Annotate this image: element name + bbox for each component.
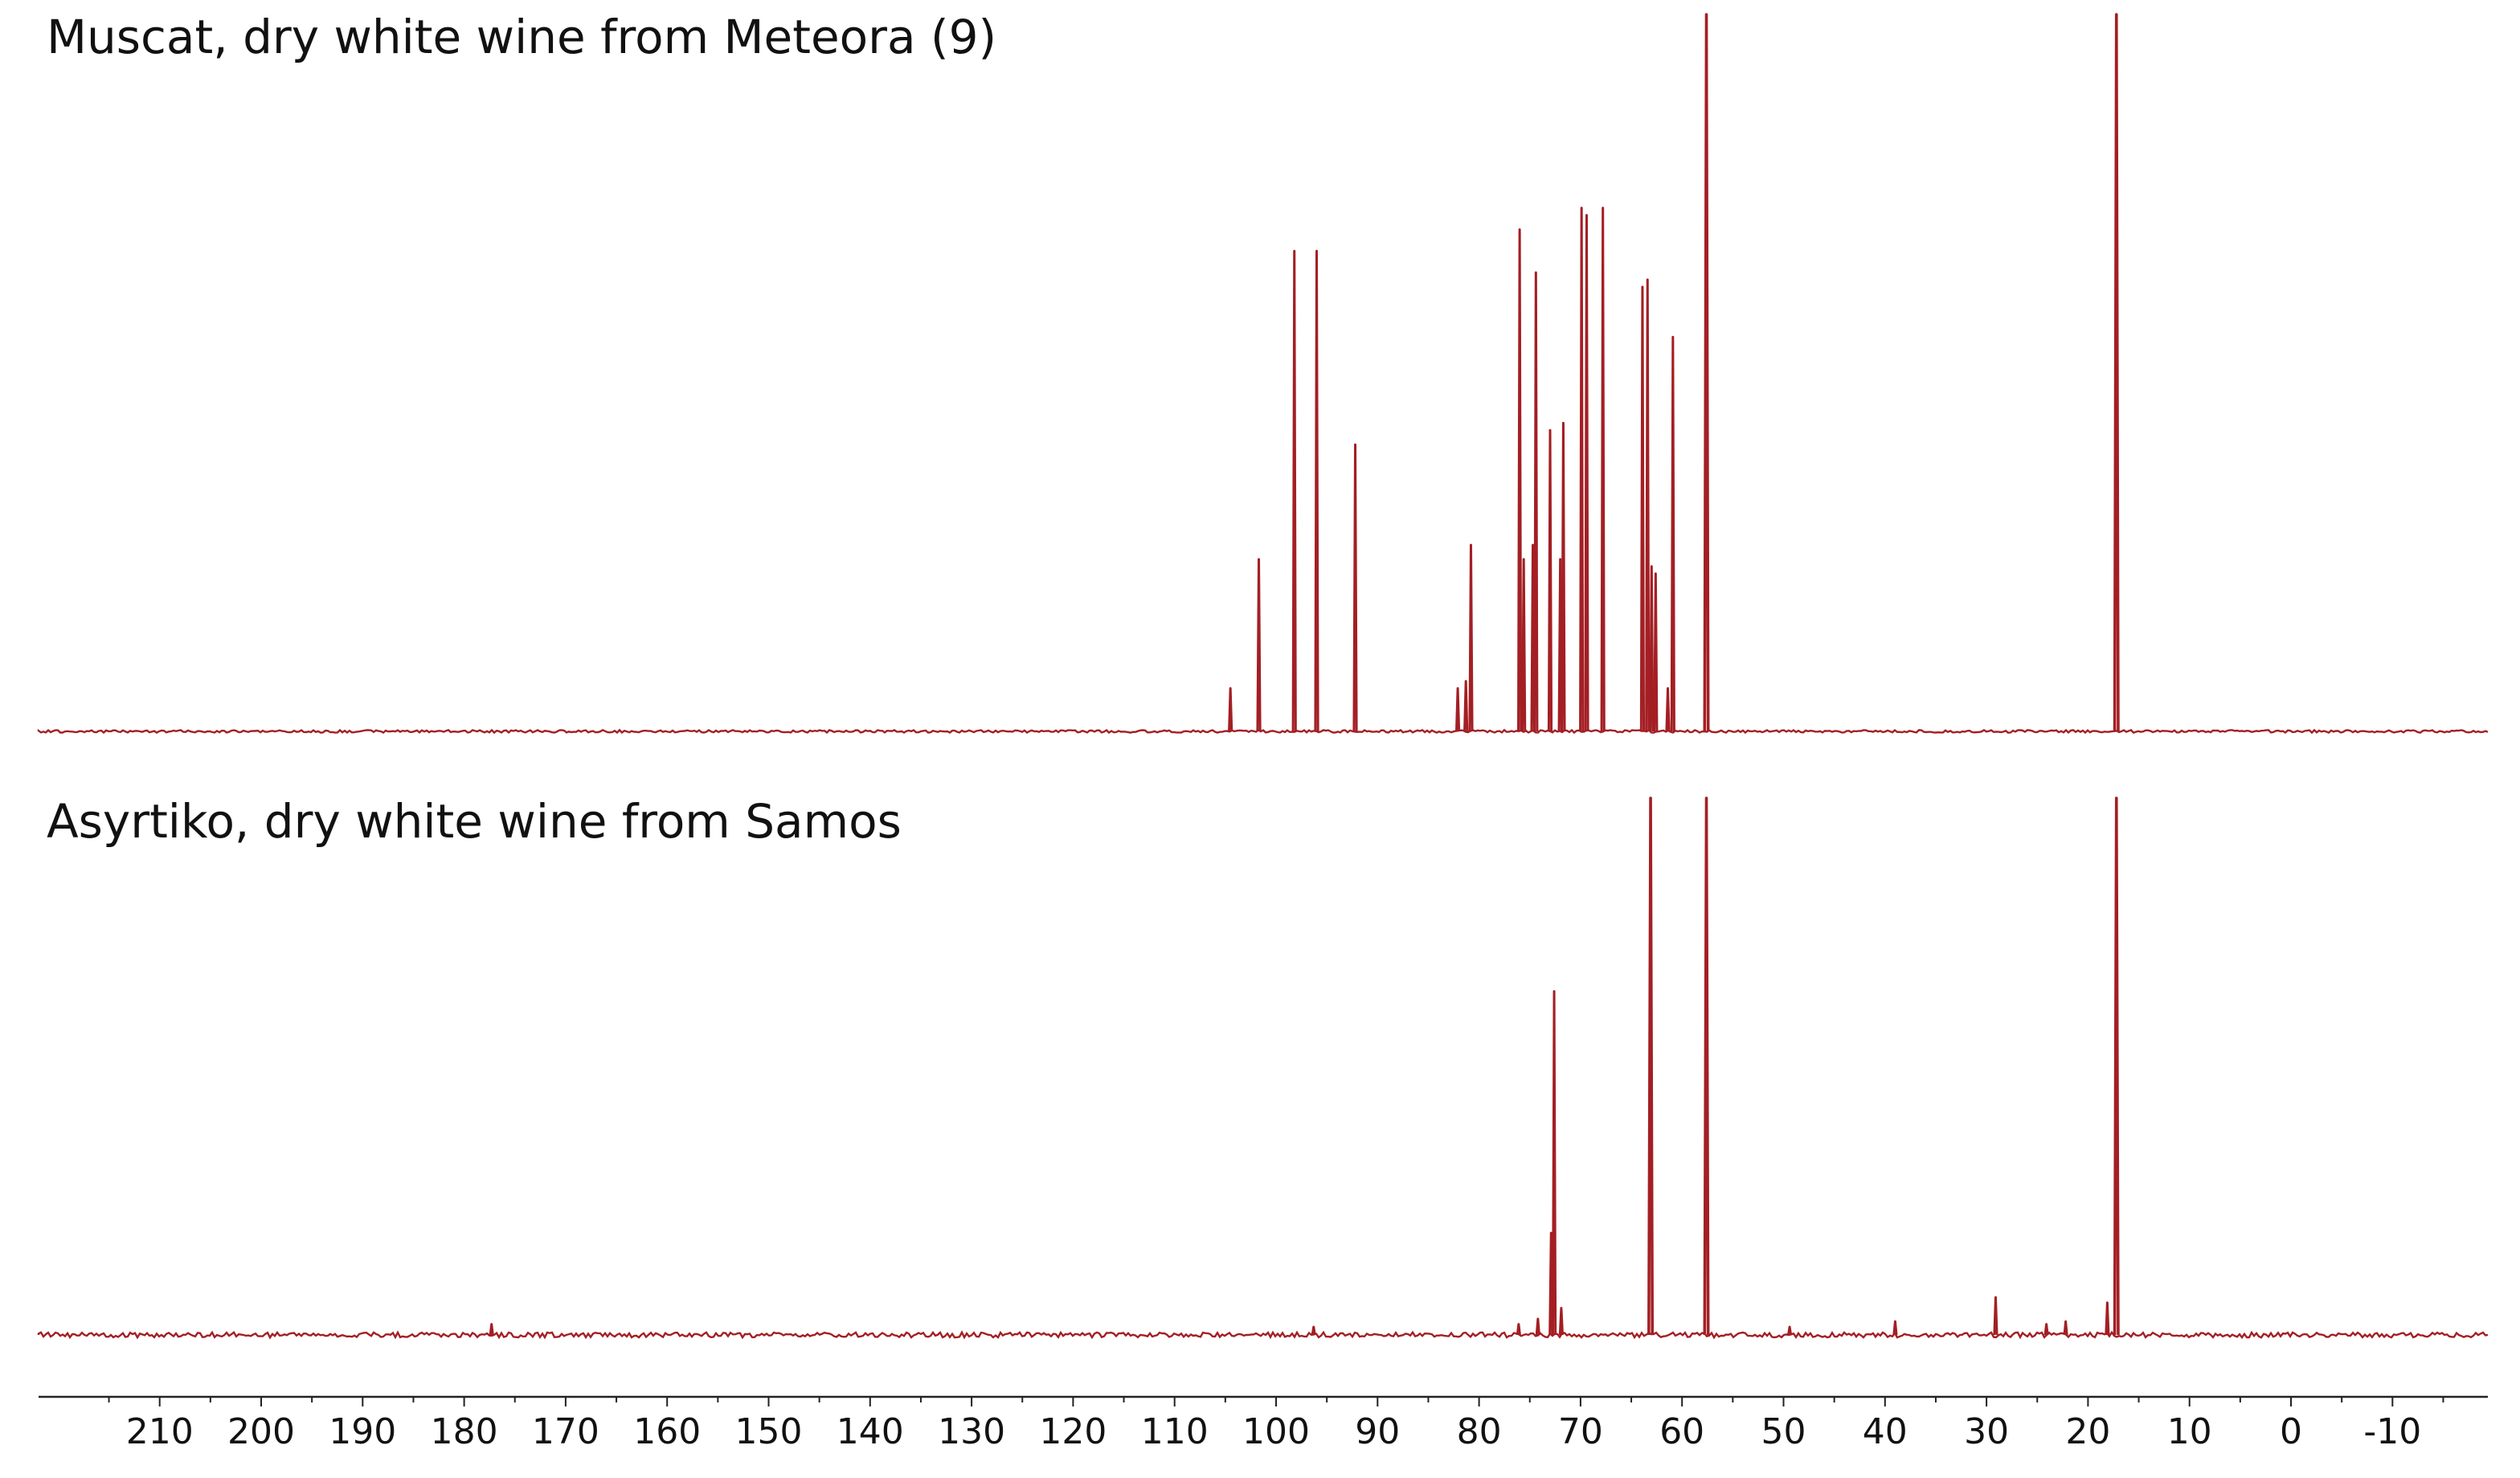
spectrum-peak xyxy=(1561,421,1566,732)
x-tick-label: 160 xyxy=(633,1411,701,1452)
spectrum-peak xyxy=(1454,687,1461,732)
spectrum-peak xyxy=(1645,278,1651,732)
spectrum-peak xyxy=(1703,13,1710,732)
spectrum-peak xyxy=(1786,1325,1793,1336)
spectrum-peak xyxy=(1311,1325,1316,1336)
x-tick-label: 40 xyxy=(1863,1411,1908,1452)
x-tick-label: 140 xyxy=(837,1411,904,1452)
x-tick-label: 0 xyxy=(2280,1411,2302,1452)
spectrum-peak xyxy=(2063,1320,2068,1336)
spectrum-asyrtiko xyxy=(37,796,2489,1340)
spectrum-peak xyxy=(2113,13,2120,732)
spectrum-peak xyxy=(1993,1296,1998,1336)
spectrum-peak xyxy=(1291,249,1297,732)
spectrum-peak xyxy=(1647,796,1655,1336)
x-tick-label: 120 xyxy=(1039,1411,1107,1452)
panel-title-muscat: Muscat, dry white wine from Meteora (9) xyxy=(47,10,996,64)
spectrum-peak xyxy=(2113,796,2120,1336)
spectrum-peak xyxy=(1463,680,1469,732)
spectrum-peak xyxy=(1892,1320,1898,1336)
x-tick-label: 210 xyxy=(126,1411,194,1452)
x-tick-label: -10 xyxy=(2363,1411,2421,1452)
spectrum-peak xyxy=(1665,687,1671,732)
panel-title-asyrtiko: Asyrtiko, dry white wine from Samos xyxy=(47,794,902,849)
spectrum-peak xyxy=(1670,335,1675,732)
x-tick-label: 130 xyxy=(938,1411,1005,1452)
x-tick-label: 110 xyxy=(1141,1411,1209,1452)
spectrum-peak xyxy=(1516,1323,1521,1336)
x-tick-label: 90 xyxy=(1355,1411,1400,1452)
spectrum-peak xyxy=(1639,285,1646,732)
spectrum-peak xyxy=(1535,1317,1540,1336)
spectrum-peak xyxy=(1649,565,1655,732)
spectrum-peak xyxy=(1579,207,1585,732)
spectrum-peak xyxy=(1584,214,1589,732)
x-tick-label: 170 xyxy=(532,1411,599,1452)
x-tick-label: 60 xyxy=(1659,1411,1704,1452)
spectrum-peak xyxy=(1703,796,1710,1336)
x-tick-label: 20 xyxy=(2065,1411,2110,1452)
spectrum-peak xyxy=(2043,1323,2049,1336)
spectrum-peak xyxy=(1228,687,1233,732)
spectrum-peak xyxy=(1653,572,1659,732)
x-tick-label: 50 xyxy=(1761,1411,1806,1452)
spectrum-peak xyxy=(1468,543,1474,732)
spectrum-peak xyxy=(1256,558,1262,732)
spectrum-baseline xyxy=(37,728,2489,735)
spectrum-peak xyxy=(1533,271,1539,732)
x-tick-label: 70 xyxy=(1558,1411,1603,1452)
spectrum-peak xyxy=(1517,228,1523,732)
x-tick-label: 150 xyxy=(735,1411,803,1452)
spectrum-peak xyxy=(1521,558,1527,732)
spectrum-peak xyxy=(1314,249,1319,732)
x-tick-label: 180 xyxy=(431,1411,498,1452)
x-tick-label: 190 xyxy=(329,1411,396,1452)
x-tick-label: 80 xyxy=(1457,1411,1502,1452)
spectrum-peak xyxy=(1551,990,1557,1336)
spectrum-peak xyxy=(1558,1307,1564,1336)
spectrum-muscat xyxy=(37,13,2489,735)
x-tick-label: 200 xyxy=(227,1411,295,1452)
x-tick-label: 10 xyxy=(2167,1411,2212,1452)
spectrum-peak xyxy=(2105,1301,2110,1336)
spectrum-peak xyxy=(1547,428,1553,732)
x-axis: 210 200 190 180 170 160 150 140 130 120 110 100 90 80… xyxy=(39,1395,2488,1452)
spectrum-baseline xyxy=(37,1330,2489,1340)
spectrum-peak xyxy=(1600,207,1606,732)
spectrum-peak xyxy=(489,1323,494,1336)
x-tick-label: 30 xyxy=(1964,1411,2009,1452)
spectrum-peak xyxy=(1352,443,1358,732)
x-tick-label: 100 xyxy=(1242,1411,1310,1452)
